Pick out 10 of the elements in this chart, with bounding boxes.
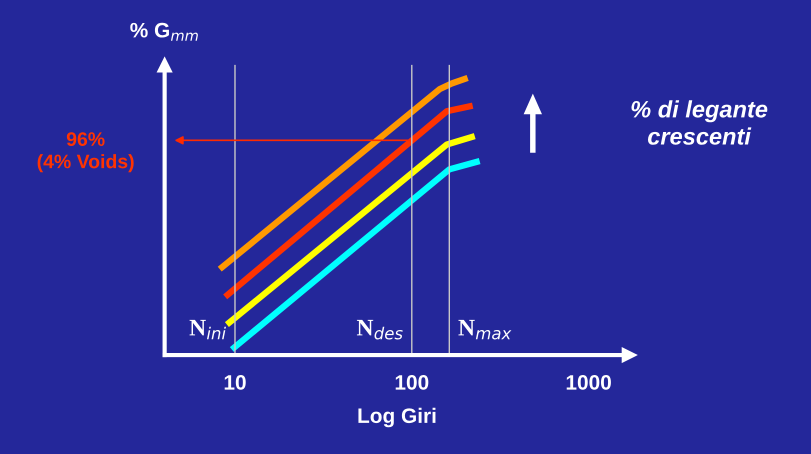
y-axis-title: % G$_{mm}$ bbox=[130, 22, 198, 41]
x-tick-label: 100 bbox=[396, 375, 428, 390]
ref-line-label: N$_{max}$ bbox=[458, 320, 512, 340]
x-tick-label: 1000 bbox=[566, 375, 611, 390]
ref-line-label: N$_{des}$ bbox=[356, 320, 403, 340]
x-axis-title: Log Giri bbox=[358, 408, 436, 428]
text: 96% (4% Voids) bbox=[38, 132, 134, 172]
ref-line-label: N$_{ini}$ bbox=[190, 320, 226, 340]
x-tick-label: 10 bbox=[224, 375, 246, 390]
text: % di legante crescenti bbox=[632, 100, 768, 145]
